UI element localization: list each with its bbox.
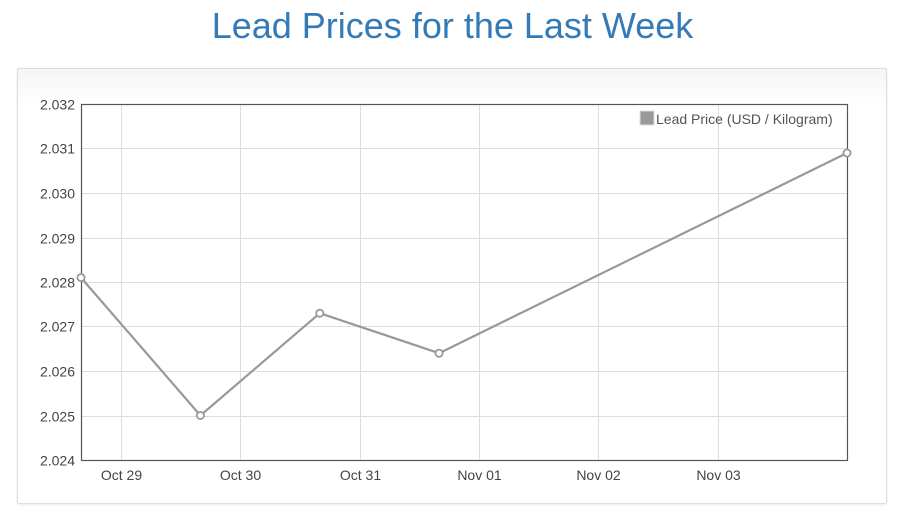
plot-frame — [80, 103, 849, 462]
data-point[interactable] — [315, 308, 325, 318]
data-point[interactable] — [76, 273, 86, 283]
y-tick-label: 2.027 — [40, 319, 75, 335]
y-tick-label: 2.032 — [40, 97, 75, 113]
series-layer — [76, 148, 852, 420]
x-tick-label: Oct 31 — [340, 467, 381, 483]
x-tick-label: Oct 29 — [101, 467, 142, 483]
y-tick-label: 2.029 — [40, 231, 75, 247]
data-point[interactable] — [195, 410, 205, 420]
page-title: Lead Prices for the Last Week — [211, 5, 694, 46]
x-tick-label: Nov 02 — [576, 467, 621, 483]
legend-label: Lead Price (USD / Kilogram) — [656, 111, 833, 127]
axes — [80, 103, 849, 462]
series-line — [80, 152, 848, 417]
y-tick-label: 2.026 — [40, 364, 75, 380]
data-point[interactable] — [434, 348, 444, 358]
lead-price-chart: 2.024 2.025 2.026 2.027 2.028 2.029 2.030 2.031… — [40, 97, 852, 484]
grid — [81, 104, 847, 461]
legend[interactable]: Lead Price (USD / Kilogram) — [639, 110, 833, 127]
legend-swatch — [639, 110, 655, 126]
x-tick-label: Nov 01 — [457, 467, 502, 483]
data-point[interactable] — [842, 148, 852, 158]
y-tick-label: 2.028 — [40, 275, 75, 291]
tick-labels: 2.024 2.025 2.026 2.027 2.028 2.029 2.030 2.031… — [40, 97, 741, 484]
x-tick-label: Oct 30 — [220, 467, 261, 483]
y-tick-label: 2.030 — [40, 186, 75, 202]
y-tick-label: 2.024 — [40, 453, 75, 469]
x-tick-label: Nov 03 — [696, 467, 741, 483]
y-tick-label: 2.025 — [40, 409, 75, 425]
chart-panel: 2.024 2.025 2.026 2.027 2.028 2.029 2.030 2.031… — [17, 68, 887, 504]
y-tick-label: 2.031 — [40, 141, 75, 157]
